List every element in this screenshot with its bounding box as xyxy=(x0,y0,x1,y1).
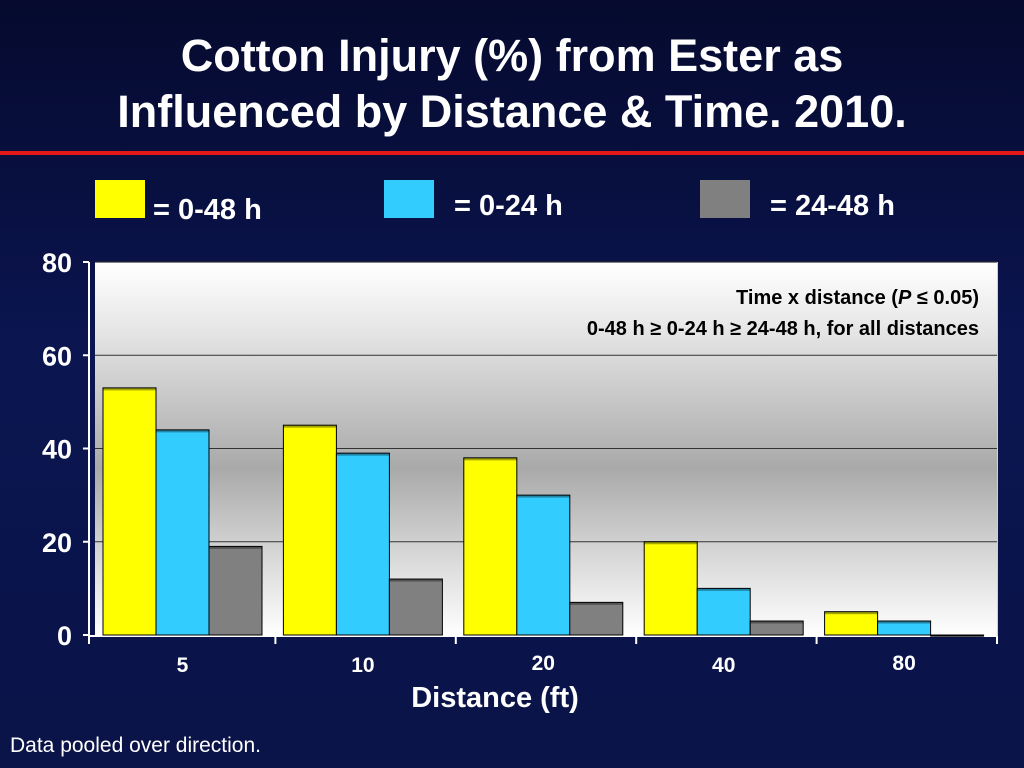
bar-cap-24-48h-20ft xyxy=(569,602,623,605)
bar-0-48h-10ft xyxy=(282,424,337,636)
bar-cap-0-48h-40ft xyxy=(644,541,698,545)
bar-cap-0-48h-80ft xyxy=(824,611,878,615)
significance-annotation: Time x distance (P ≤ 0.05) 0-48 h ≥ 0-24… xyxy=(587,283,979,345)
annotation-line-1: Time x distance (P ≤ 0.05) xyxy=(587,283,979,314)
x-tick-label-10: 10 xyxy=(351,654,374,677)
bar-0-24h-80ft xyxy=(877,620,932,636)
chart-title: Cotton Injury (%) from Ester as Influenc… xyxy=(0,28,1024,140)
legend-swatch-0-48h xyxy=(95,180,145,218)
x-tick-label-20: 20 xyxy=(532,652,555,675)
bar-0-48h-80ft xyxy=(824,611,879,636)
bar-cap-24-48h-10ft xyxy=(389,579,443,582)
legend-item-24-48h: = 24-48 h xyxy=(700,180,930,222)
bar-cap-0-24h-5ft xyxy=(156,429,209,433)
bar-24-48h-80ft xyxy=(930,634,985,637)
legend-swatch-0-24h xyxy=(384,180,434,218)
x-axis-label: Distance (ft) xyxy=(411,682,579,714)
bar-0-24h-5ft xyxy=(155,429,210,636)
y-tick-label-60: 60 xyxy=(42,341,72,371)
bar-cap-24-48h-80ft xyxy=(930,635,984,638)
bar-cap-0-48h-10ft xyxy=(283,425,337,428)
chart-title-line-1: Cotton Injury (%) from Ester as xyxy=(180,30,844,81)
bar-cap-0-24h-20ft xyxy=(516,495,570,498)
bar-0-24h-20ft xyxy=(516,494,571,636)
bar-cap-24-48h-5ft xyxy=(209,546,262,549)
chart-title-line-2: Influenced by Distance & Time. 2010. xyxy=(117,86,907,137)
footnote: Data pooled over direction. xyxy=(10,734,261,757)
x-tick-label-40: 40 xyxy=(712,654,735,677)
y-tick-label-0: 0 xyxy=(57,621,72,651)
legend-label-0-24h: = 0-24 h xyxy=(454,190,563,222)
bar-0-48h-5ft xyxy=(102,387,157,636)
bar-cap-0-48h-20ft xyxy=(463,457,517,461)
bar-24-48h-40ft xyxy=(749,620,804,636)
bar-cap-24-48h-40ft xyxy=(750,621,804,624)
bar-24-48h-10ft xyxy=(388,578,443,636)
bar-cap-0-24h-10ft xyxy=(336,453,390,456)
legend-label-24-48h: = 24-48 h xyxy=(770,190,895,222)
annotation-line-1-start: Time x distance ( xyxy=(736,287,898,309)
x-tick-label-80: 80 xyxy=(892,652,915,675)
bar-cap-0-24h-40ft xyxy=(697,588,751,591)
x-tick-label-5: 5 xyxy=(177,654,189,677)
bar-24-48h-20ft xyxy=(569,601,624,636)
bar-0-24h-10ft xyxy=(335,452,390,636)
y-tick-label-80: 80 xyxy=(42,248,72,278)
annotation-line-2: 0-48 h ≥ 0-24 h ≥ 24-48 h, for all dista… xyxy=(586,318,979,340)
bar-cap-0-48h-5ft xyxy=(103,387,156,391)
y-tick-label-20: 20 xyxy=(42,528,72,558)
legend-item-0-24h: = 0-24 h xyxy=(384,180,604,222)
bar-0-48h-20ft xyxy=(463,457,518,636)
legend-swatch-24-48h xyxy=(700,180,750,218)
legend-item-0-48h: = 0-48 h xyxy=(95,180,295,226)
bar-cap-0-24h-80ft xyxy=(877,621,931,624)
bar-0-24h-40ft xyxy=(696,587,751,636)
annotation-line-1-end: ≤ 0.05) xyxy=(911,287,979,309)
legend-label-0-48h: = 0-48 h xyxy=(153,194,262,226)
annotation-p-symbol: P xyxy=(897,287,912,309)
y-tick-label-40: 40 xyxy=(42,435,72,465)
bar-24-48h-5ft xyxy=(208,545,263,636)
title-divider xyxy=(0,151,1024,155)
bar-0-48h-40ft xyxy=(643,541,698,636)
